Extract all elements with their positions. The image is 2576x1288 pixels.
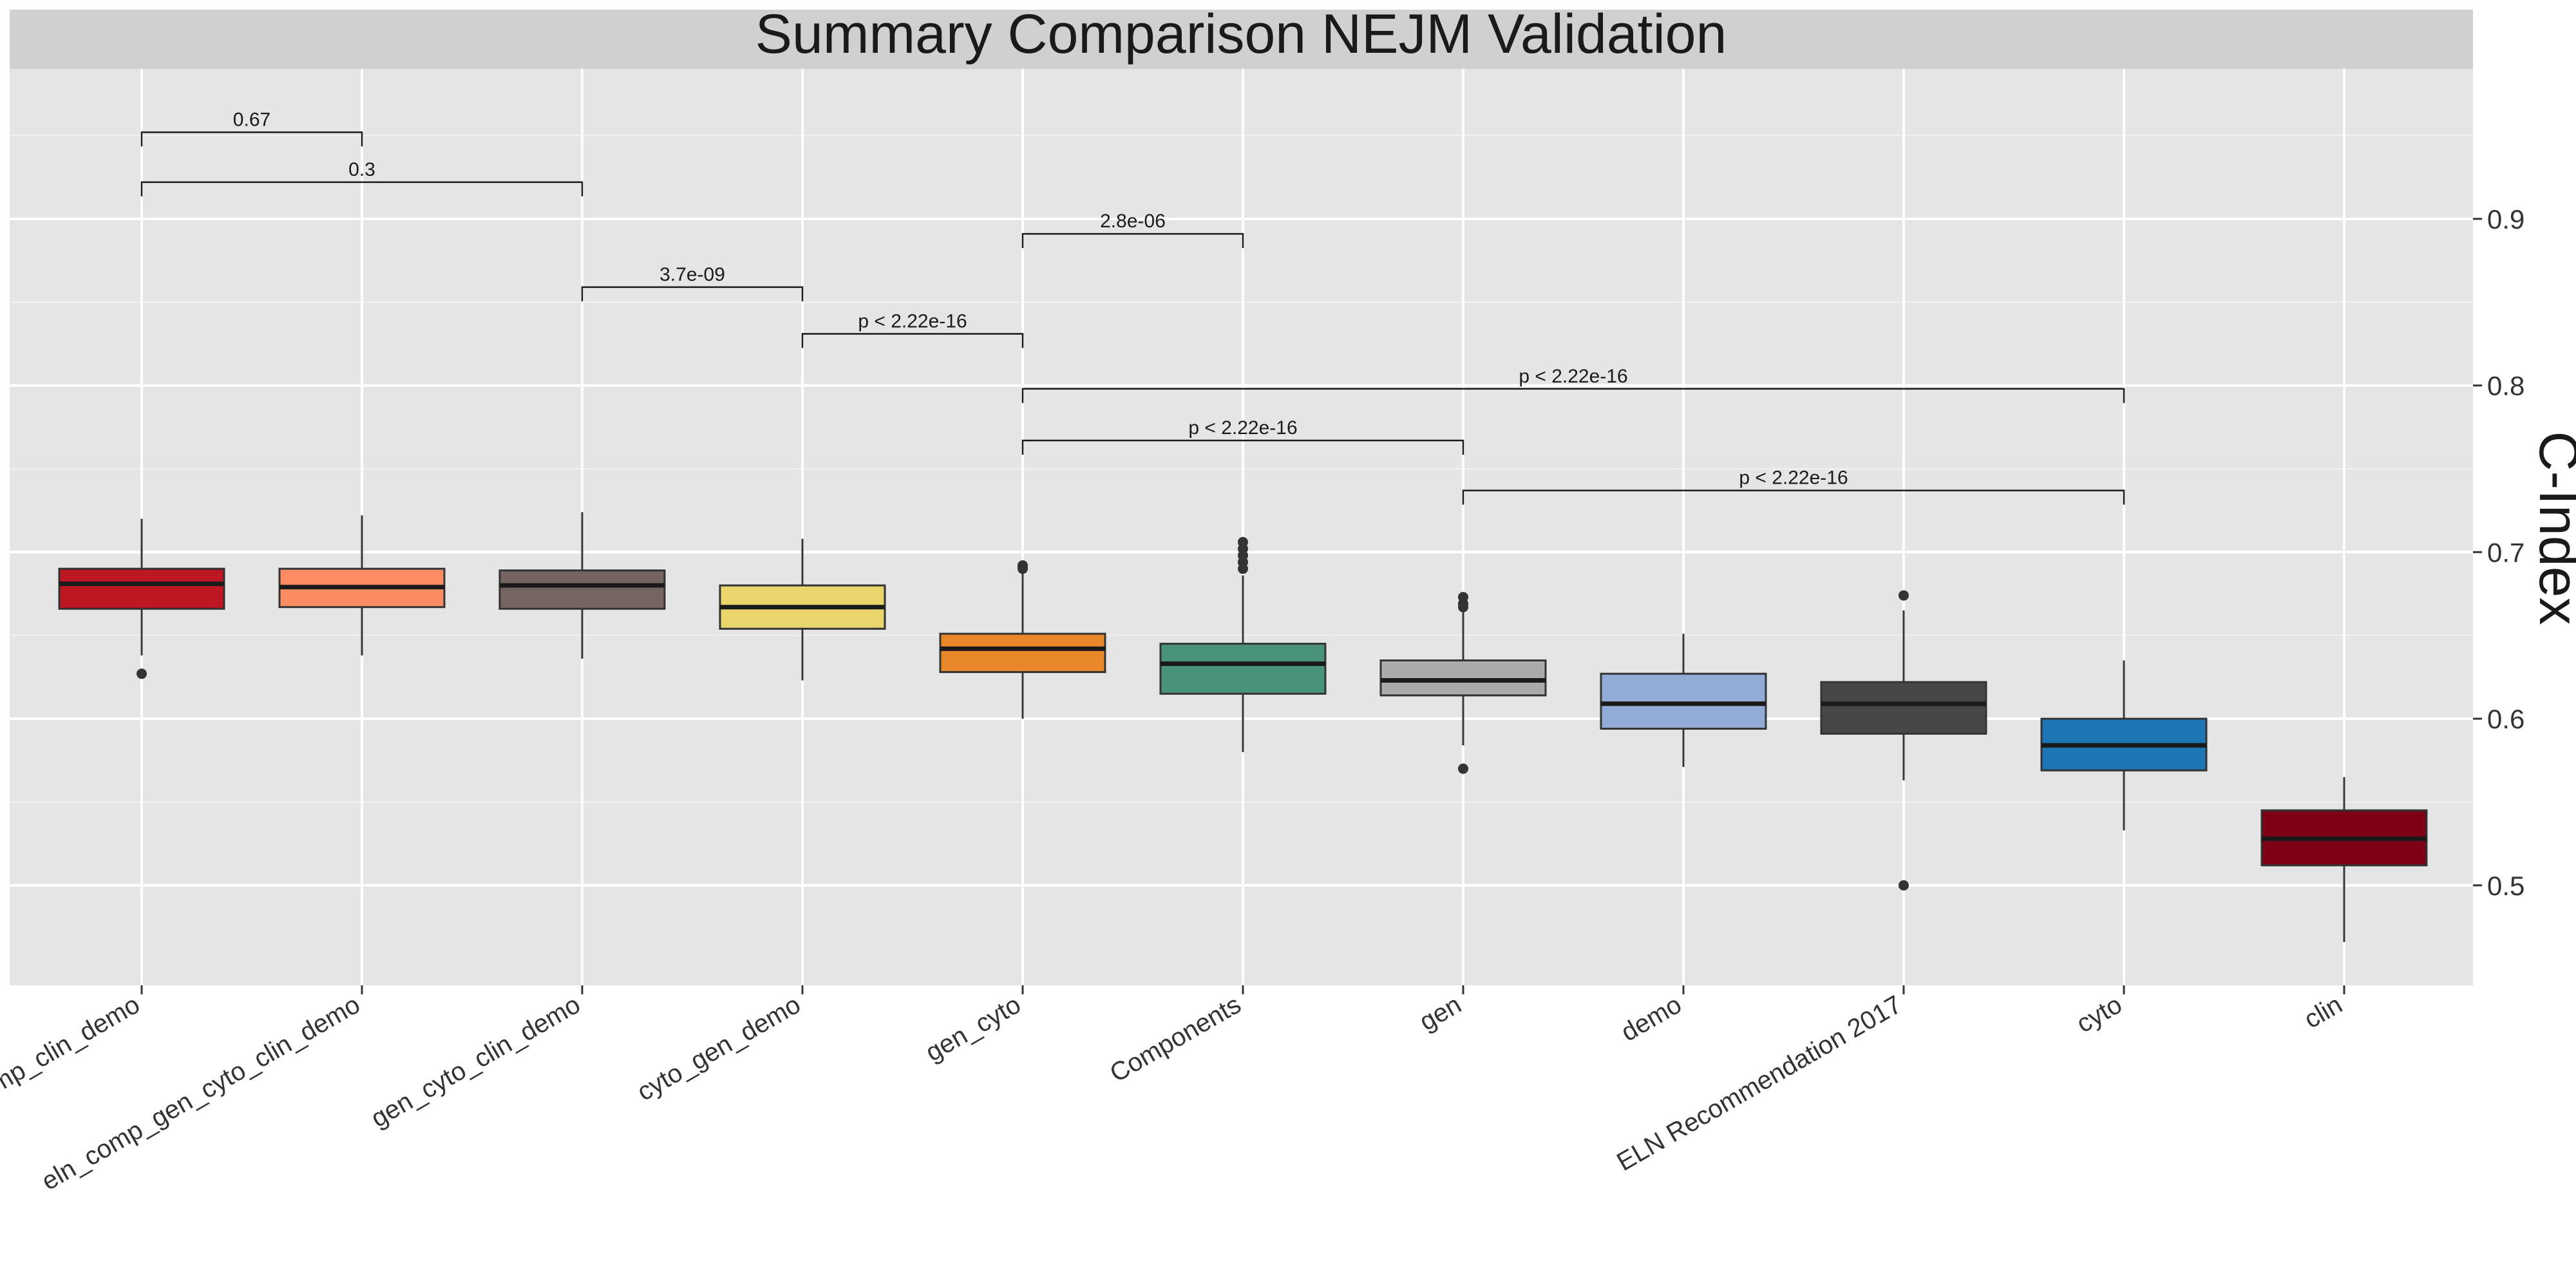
box-body <box>498 569 666 610</box>
outlier-point <box>1238 536 1248 547</box>
box-ELN Recommendation 2017 <box>1820 590 1987 891</box>
box-body <box>1600 672 1767 730</box>
x-tick-label: gen <box>1415 990 1466 1036</box>
outlier-point <box>1899 880 1909 891</box>
comparison-bracket: p < 2.22e-16 <box>801 310 1024 348</box>
comparison-bracket: p < 2.22e-16 <box>1021 366 2125 403</box>
p-value-label: p < 2.22e-16 <box>858 310 967 332</box>
p-value-label: p < 2.22e-16 <box>1188 417 1297 439</box>
outlier-point <box>1458 763 1468 774</box>
box-body <box>939 632 1106 674</box>
y-tick-label: 0.7 <box>2487 537 2524 567</box>
p-value-label: p < 2.22e-16 <box>1739 468 1848 489</box>
box-gen_cyto_clin_demo <box>498 512 666 659</box>
box-Components <box>1159 536 1327 752</box>
bracket-line <box>1021 232 1244 249</box>
box-body <box>58 567 225 610</box>
y-tick-label: 0.6 <box>2487 704 2524 734</box>
outlier-point <box>1018 562 1028 573</box>
bracket-line <box>801 333 1024 348</box>
p-value-label: 0.3 <box>348 159 375 180</box>
box-cyto <box>2040 660 2208 831</box>
box-body <box>1379 659 1547 697</box>
y-tick-label: 0.5 <box>2487 871 2524 901</box>
bracket-line <box>1021 439 1464 455</box>
y-axis-label: C-Index <box>2528 431 2576 625</box>
bracket-line <box>1462 489 2125 505</box>
box-cyto_gen_demo <box>719 538 886 681</box>
chart-title: Summary Comparison NEJM Validation <box>755 3 1727 65</box>
comparison-bracket: 0.3 <box>140 159 583 196</box>
p-value-label: 2.8e-06 <box>1100 211 1166 232</box>
box-layer <box>58 512 2428 942</box>
x-tick-label: demo <box>1616 990 1687 1047</box>
x-tick-label: comp_clin_demo <box>0 990 144 1112</box>
box-demo <box>1600 634 1767 768</box>
outlier-point <box>1458 592 1468 603</box>
x-tick-label: clin <box>2300 990 2347 1034</box>
box-body <box>1820 681 1987 735</box>
x-tick-label: cyto <box>2072 990 2127 1039</box>
comparison-bracket: 2.8e-06 <box>1021 211 1244 249</box>
box-comp_clin_demo <box>58 518 225 679</box>
p-value-label: 3.7e-09 <box>659 264 725 285</box>
box-gen <box>1379 592 1547 774</box>
y-tick-label: 0.9 <box>2487 204 2524 234</box>
plot-panel <box>10 69 2473 985</box>
bracket-line <box>140 181 583 196</box>
x-tick-label: Components <box>1105 990 1245 1088</box>
comparison-layer: 0.67 0.3 3.7e-09 2.8e-06 p < 2.22e-16 p < 2.2… <box>140 109 2125 505</box>
y-tick-label: 0.8 <box>2487 371 2524 401</box>
box-eln_comp_gen_cyto_clin_demo <box>278 515 446 656</box>
outlier-point <box>137 668 147 679</box>
outlier-point <box>1899 590 1909 601</box>
x-tick-label: cyto_gen_demo <box>632 990 806 1106</box>
box-clin <box>2260 777 2428 942</box>
bracket-line <box>581 286 804 301</box>
x-tick-label: gen_cyto <box>921 990 1026 1067</box>
comparison-bracket: p < 2.22e-16 <box>1462 468 2125 505</box>
x-tick-label: gen_cyto_clin_demo <box>366 990 585 1133</box>
p-value-label: 0.67 <box>233 109 270 130</box>
comparison-bracket: p < 2.22e-16 <box>1021 417 1464 455</box>
p-value-label: p < 2.22e-16 <box>1519 366 1627 387</box>
comparison-bracket: 3.7e-09 <box>581 264 804 301</box>
bracket-line <box>140 131 363 147</box>
title-strip <box>10 10 2473 69</box>
box-gen_cyto <box>939 560 1106 719</box>
comparison-bracket: 0.67 <box>140 109 363 147</box>
bracket-line <box>1021 388 2125 403</box>
box-body <box>1159 643 1327 695</box>
